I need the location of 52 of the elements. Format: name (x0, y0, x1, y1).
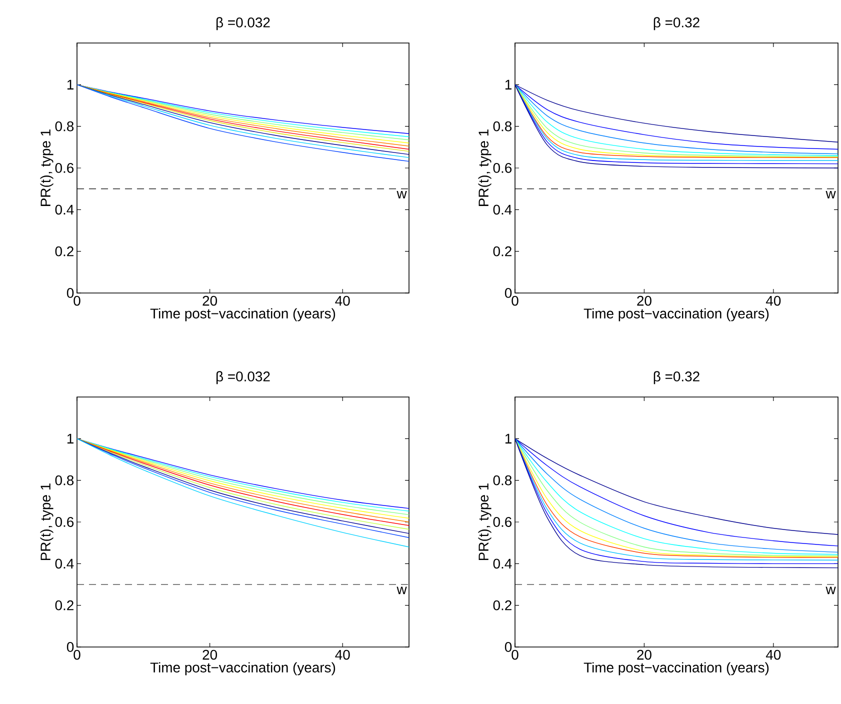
y-tick-label: 0.6 (55, 517, 74, 527)
y-tick-label: 0.2 (55, 600, 74, 610)
y-tick-label: 0.4 (493, 204, 512, 215)
x-axis-title: Time post−vaccination (years) (584, 308, 769, 322)
y-tick-label: 0 (504, 288, 512, 298)
x-tick-label: 20 (202, 650, 218, 660)
x-tick-label: 0 (512, 296, 518, 306)
y-tick-label: 0.4 (55, 204, 74, 215)
x-tick-label: 40 (766, 650, 781, 660)
y-tick-label: 1 (67, 80, 74, 90)
x-tick-label: 20 (202, 296, 218, 306)
y-tick-label: 0.8 (55, 475, 74, 486)
y-tick-label: 0.8 (55, 121, 74, 132)
y-tick-label: 1 (67, 434, 74, 444)
x-axis-title: Time post−vaccination (years) (584, 662, 769, 676)
y-tick-label: 0.6 (55, 163, 74, 173)
x-tick-label: 0 (512, 650, 518, 660)
y-tick-label: 0.6 (493, 517, 512, 527)
y-tick-label: 0.2 (493, 600, 512, 610)
y-axis-title: PR(t), type 1 (478, 484, 492, 560)
x-axis-title: Time post−vaccination (years) (150, 308, 336, 322)
x-tick-label: 40 (766, 296, 781, 306)
ref-line-label: w (826, 586, 836, 594)
x-tick-label: 0 (74, 296, 80, 306)
y-tick-label: 1 (505, 434, 512, 444)
y-tick-label: 0.4 (493, 558, 512, 569)
chart-title: β =0.32 (654, 17, 700, 30)
x-tick-label: 20 (637, 296, 652, 306)
ref-line-label: w (396, 191, 407, 198)
x-tick-label: 40 (335, 296, 350, 306)
y-tick-label: 1 (505, 80, 512, 90)
y-tick-label: 0 (504, 642, 512, 652)
y-tick-label: 0 (66, 642, 74, 652)
ref-line-label: w (826, 191, 836, 198)
y-tick-label: 0.4 (55, 558, 74, 569)
y-tick-label: 0 (66, 288, 74, 298)
y-tick-label: 0.8 (493, 475, 512, 486)
y-axis-title: PR(t), type 1 (40, 130, 54, 206)
y-tick-label: 0.8 (493, 121, 512, 132)
x-tick-label: 0 (74, 650, 80, 660)
chart-title: β =0.032 (216, 17, 270, 30)
y-tick-label: 0.6 (493, 163, 512, 173)
chart-title: β =0.32 (654, 371, 700, 384)
y-tick-label: 0.2 (55, 246, 74, 256)
y-tick-label: 0.2 (493, 246, 512, 256)
ref-line-label: w (396, 586, 407, 594)
x-axis-title: Time post−vaccination (years) (150, 662, 336, 676)
x-tick-label: 40 (335, 650, 350, 660)
chart-title: β =0.032 (216, 371, 270, 384)
y-axis-title: PR(t), type 1 (478, 130, 492, 206)
x-tick-label: 20 (637, 650, 652, 660)
y-axis-title: PR(t), type 1 (40, 484, 54, 560)
